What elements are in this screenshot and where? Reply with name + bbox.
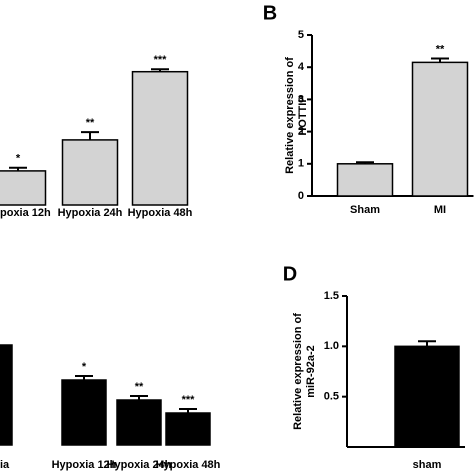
y-axis-label: Relative expression of — [284, 57, 296, 174]
y-tick-label: 2 — [298, 126, 304, 138]
bar — [411, 61, 469, 197]
y-tick-label: 1.0 — [324, 340, 339, 352]
y-axis-label: HOTTIP — [297, 95, 309, 135]
x-tick-label: ia — [0, 459, 10, 471]
bar — [0, 344, 13, 446]
significance-label: ** — [135, 381, 144, 393]
x-tick-label: Sham — [350, 204, 380, 216]
x-tick-label: Hypoxia 24h — [107, 459, 172, 471]
panel-label: D — [283, 263, 297, 285]
x-tick-label: Hypoxia 12h — [52, 459, 117, 471]
bar — [61, 139, 119, 206]
significance-label: *** — [182, 394, 196, 406]
y-tick-label: 5 — [298, 29, 304, 41]
x-tick-label: poxia 12h — [0, 207, 51, 219]
x-tick-label: Hypoxia 48h — [156, 459, 221, 471]
bar — [116, 399, 162, 446]
y-tick-label: 0 — [298, 190, 304, 202]
bar — [0, 170, 47, 206]
x-tick-label: Hypoxia 48h — [128, 207, 193, 219]
bar — [61, 379, 107, 446]
bar — [394, 345, 460, 448]
x-tick-label: MI — [434, 204, 446, 216]
y-tick-label: 3 — [298, 93, 304, 105]
x-tick-label: sham — [413, 459, 442, 471]
y-axis-label: miR-92a-2 — [305, 345, 317, 398]
y-tick-label: 0.5 — [324, 391, 339, 403]
significance-label: *** — [154, 54, 168, 66]
y-tick-label: 4 — [298, 61, 305, 73]
y-tick-label: 1.5 — [324, 290, 339, 302]
x-tick-label: Hypoxia 24h — [58, 207, 123, 219]
y-axis-label: Relative expression of — [292, 313, 304, 430]
bar — [131, 70, 189, 206]
significance-label: ** — [86, 117, 95, 129]
bar — [336, 163, 394, 197]
y-tick-label: 1 — [298, 158, 304, 170]
bar — [165, 412, 211, 446]
significance-label: * — [82, 361, 87, 373]
significance-label: ** — [436, 43, 445, 55]
significance-label: * — [16, 153, 21, 165]
panel-label: B — [263, 2, 277, 24]
